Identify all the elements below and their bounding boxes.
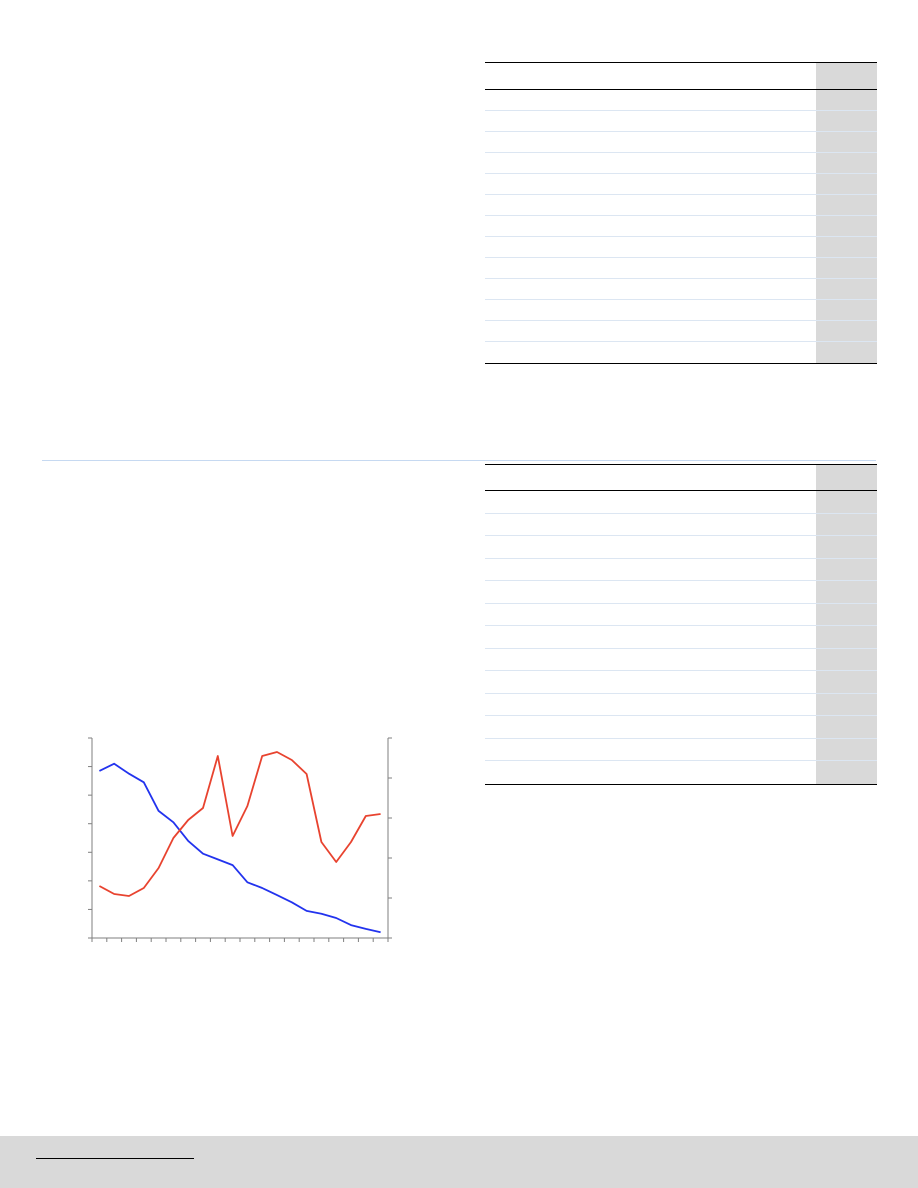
shaded-cell xyxy=(816,603,877,625)
table-row xyxy=(485,174,877,195)
header-shaded-column xyxy=(816,465,877,490)
table-row xyxy=(485,132,877,153)
shaded-cell xyxy=(816,513,877,535)
footnote-rule xyxy=(36,1158,194,1159)
table-row xyxy=(485,342,877,363)
table-row xyxy=(485,671,877,694)
shaded-cell xyxy=(816,626,877,648)
shaded-cell xyxy=(816,342,877,363)
shaded-cell xyxy=(816,300,877,320)
shaded-cell xyxy=(816,132,877,152)
table-row xyxy=(485,738,877,761)
shaded-cell xyxy=(816,738,877,760)
table-row xyxy=(485,761,877,784)
table-row xyxy=(485,626,877,649)
table-row xyxy=(485,513,877,536)
table-row xyxy=(485,716,877,739)
table-header xyxy=(485,464,877,491)
series-line-1 xyxy=(99,762,381,934)
table-body xyxy=(485,90,877,364)
shaded-cell xyxy=(816,111,877,131)
table-body xyxy=(485,491,877,785)
shaded-cell xyxy=(816,195,877,215)
header-shaded-column xyxy=(816,63,877,89)
page-footer xyxy=(0,1136,918,1188)
table-2 xyxy=(485,464,877,785)
shaded-cell xyxy=(816,693,877,715)
section-divider xyxy=(42,460,876,461)
dual-axis-line-chart xyxy=(88,737,392,942)
table-row xyxy=(485,300,877,321)
shaded-cell xyxy=(816,536,877,558)
shaded-cell xyxy=(816,648,877,670)
table-row xyxy=(485,648,877,671)
table-row xyxy=(485,216,877,237)
table-row xyxy=(485,693,877,716)
shaded-cell xyxy=(816,153,877,173)
shaded-cell xyxy=(816,174,877,194)
table-row xyxy=(485,321,877,342)
table-row xyxy=(485,90,877,111)
table-row xyxy=(485,195,877,216)
table-row xyxy=(485,603,877,626)
table-row xyxy=(485,581,877,604)
table-row xyxy=(485,111,877,132)
table-row xyxy=(485,153,877,174)
table-header xyxy=(485,62,877,90)
shaded-cell xyxy=(816,258,877,278)
shaded-cell xyxy=(816,321,877,341)
shaded-cell xyxy=(816,581,877,603)
table-row xyxy=(485,491,877,514)
shaded-cell xyxy=(816,90,877,110)
shaded-cell xyxy=(816,671,877,693)
table-row xyxy=(485,279,877,300)
table-row xyxy=(485,558,877,581)
shaded-cell xyxy=(816,716,877,738)
table-row xyxy=(485,258,877,279)
table-1 xyxy=(485,62,877,364)
shaded-cell xyxy=(816,279,877,299)
shaded-cell xyxy=(816,761,877,784)
shaded-cell xyxy=(816,491,877,513)
series-line-2 xyxy=(98,751,381,897)
shaded-cell xyxy=(816,216,877,236)
shaded-cell xyxy=(816,237,877,257)
table-row xyxy=(485,237,877,258)
table-row xyxy=(485,536,877,559)
shaded-cell xyxy=(816,558,877,580)
